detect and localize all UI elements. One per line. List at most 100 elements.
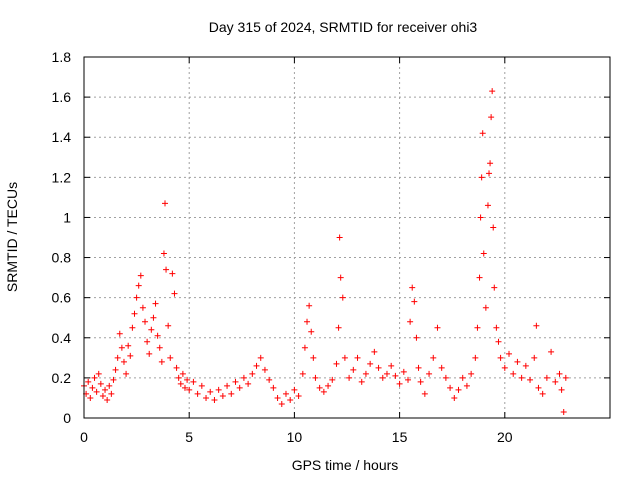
data-point xyxy=(506,350,513,357)
data-point xyxy=(156,344,163,351)
data-point xyxy=(558,386,565,393)
y-tick-label: 0.8 xyxy=(52,250,72,266)
data-point xyxy=(388,362,395,369)
data-point xyxy=(89,384,96,391)
data-point xyxy=(181,384,188,391)
x-tick-label: 20 xyxy=(497,429,513,445)
data-point xyxy=(421,390,428,397)
data-point xyxy=(480,250,487,257)
x-tick-label: 15 xyxy=(392,429,408,445)
data-point xyxy=(486,170,493,177)
data-point xyxy=(358,378,365,385)
data-point xyxy=(312,374,319,381)
data-point xyxy=(438,364,445,371)
data-point xyxy=(102,386,109,393)
data-point xyxy=(459,374,466,381)
data-point xyxy=(179,370,186,377)
data-point xyxy=(491,284,498,291)
y-tick-label: 1.4 xyxy=(52,129,72,145)
data-point xyxy=(87,394,94,401)
data-point xyxy=(97,380,104,387)
data-points xyxy=(81,88,569,415)
data-point xyxy=(228,390,235,397)
data-point xyxy=(336,234,343,241)
data-point xyxy=(488,114,495,121)
data-point xyxy=(158,358,165,365)
data-point xyxy=(253,362,260,369)
data-point xyxy=(533,322,540,329)
data-point xyxy=(341,354,348,361)
data-point xyxy=(274,394,281,401)
data-point xyxy=(562,374,569,381)
data-point xyxy=(346,374,353,381)
data-point xyxy=(409,284,416,291)
data-point xyxy=(308,328,315,335)
data-point xyxy=(211,396,218,403)
data-point xyxy=(375,364,382,371)
data-point xyxy=(463,382,470,389)
data-point xyxy=(543,374,550,381)
data-point xyxy=(383,370,390,377)
data-point xyxy=(442,374,449,381)
data-point xyxy=(95,370,102,377)
data-point xyxy=(434,324,441,331)
y-tick-label: 0.2 xyxy=(52,370,72,386)
data-point xyxy=(133,294,140,301)
data-point xyxy=(474,324,481,331)
y-tick-label: 0 xyxy=(63,410,71,426)
data-point xyxy=(335,324,342,331)
x-tick-label: 5 xyxy=(185,429,193,445)
data-point xyxy=(367,360,374,367)
y-tick-label: 0.6 xyxy=(52,290,72,306)
data-point xyxy=(282,390,289,397)
data-point xyxy=(510,370,517,377)
data-point xyxy=(148,326,155,333)
data-point xyxy=(165,322,172,329)
data-point xyxy=(127,352,134,359)
data-point xyxy=(396,380,403,387)
data-point xyxy=(173,364,180,371)
data-point xyxy=(560,408,567,415)
data-point xyxy=(171,290,178,297)
data-point xyxy=(295,392,302,399)
data-point xyxy=(455,386,462,393)
data-point xyxy=(261,366,268,373)
data-point xyxy=(482,304,489,311)
data-point xyxy=(142,318,149,325)
data-point xyxy=(539,390,546,397)
data-point xyxy=(169,270,176,277)
data-point xyxy=(104,396,111,403)
data-point xyxy=(417,378,424,385)
data-point xyxy=(91,374,98,381)
data-point xyxy=(186,386,193,393)
data-point xyxy=(245,380,252,387)
data-point xyxy=(152,300,159,307)
data-point xyxy=(501,364,508,371)
data-point xyxy=(339,294,346,301)
x-tick-label: 10 xyxy=(287,429,303,445)
data-point xyxy=(144,338,151,345)
data-point xyxy=(411,298,418,305)
data-point xyxy=(392,372,399,379)
data-point xyxy=(320,388,327,395)
data-point xyxy=(487,160,494,167)
data-point xyxy=(123,370,130,377)
data-point xyxy=(249,370,256,377)
data-point xyxy=(135,282,142,289)
data-point xyxy=(150,314,157,321)
data-point xyxy=(489,88,496,95)
data-point xyxy=(426,370,433,377)
y-axis-label: SRMTID / TECUs xyxy=(4,182,20,292)
grid-lines xyxy=(84,57,610,418)
data-point xyxy=(167,354,174,361)
data-point xyxy=(137,272,144,279)
data-point xyxy=(232,378,239,385)
data-point xyxy=(484,202,491,209)
data-point xyxy=(518,374,525,381)
data-point xyxy=(207,388,214,395)
data-point xyxy=(270,384,277,391)
data-point xyxy=(131,310,138,317)
data-point xyxy=(175,374,182,381)
data-point xyxy=(479,130,486,137)
data-point xyxy=(116,330,123,337)
